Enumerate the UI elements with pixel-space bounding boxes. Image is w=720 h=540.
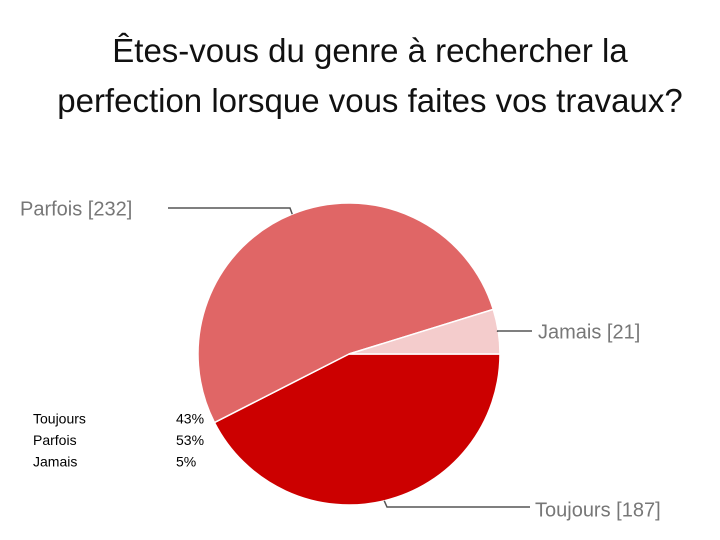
table-category: Parfois [33, 432, 77, 448]
slice-label: Parfois [232] [20, 198, 132, 220]
chart-title: Êtes-vous du genre à rechercher la perfe… [57, 32, 683, 119]
leader-line [168, 207, 293, 215]
table-percent: 5% [176, 454, 196, 470]
slice-label: Toujours [187] [535, 499, 661, 521]
table-percent: 53% [176, 432, 204, 448]
leader-line [383, 500, 530, 508]
pie-slice [197, 202, 495, 424]
slice-label: Jamais [21] [538, 321, 640, 343]
table-category: Toujours [33, 411, 86, 427]
table-category: Jamais [33, 454, 77, 470]
table-percent: 43% [176, 411, 204, 427]
